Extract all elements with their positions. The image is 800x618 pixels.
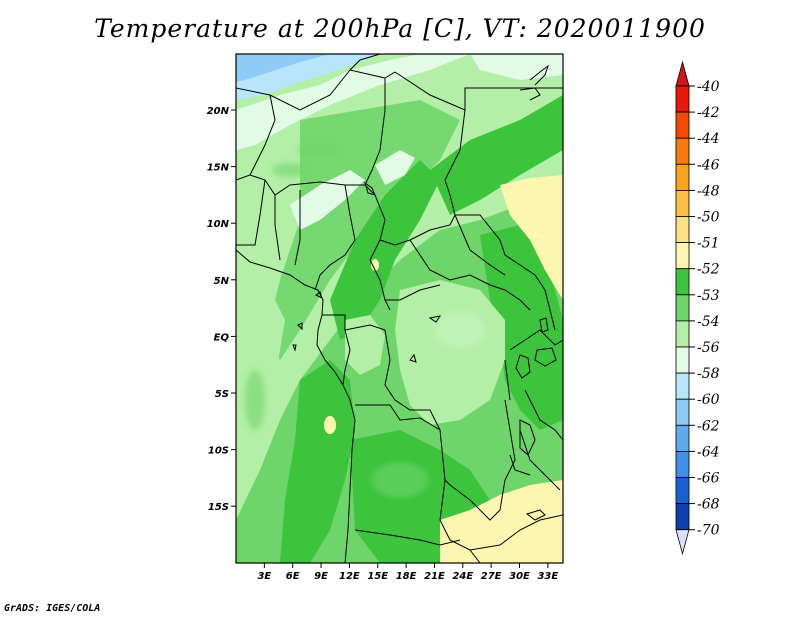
colorbar-segment	[675, 372, 690, 400]
lon-tick-label: 18E	[396, 571, 417, 582]
lat-tick-label: 15N	[207, 163, 230, 174]
lon-tick-label: 24E	[452, 571, 473, 582]
colorbar-segment	[675, 111, 690, 139]
country-boundaries	[236, 54, 563, 563]
colorbar-label: -50	[697, 210, 720, 226]
colorbar-segment	[675, 268, 690, 296]
colorbar-label: -40	[697, 79, 720, 95]
temperature-field	[236, 54, 563, 563]
lon-tick-label: 12E	[339, 571, 360, 582]
lat-tick-label: 5S	[215, 389, 229, 400]
colorbar-label: -54	[697, 314, 720, 330]
colorbar-label: -53	[697, 288, 720, 304]
longitude-axis: 3E 6E 9E 12E 15E 18E 21E 24E 27E 30E 33E	[257, 563, 558, 582]
colorbar-label: -46	[697, 157, 720, 173]
colorbar-segment	[675, 477, 690, 505]
colorbar-segment	[675, 294, 690, 322]
lat-tick-label: 20N	[207, 106, 230, 117]
lon-tick-label: 15E	[367, 571, 388, 582]
colorbar-label: -60	[697, 392, 720, 408]
lat-tick-label: 5N	[214, 276, 230, 287]
colorbar-label: -64	[697, 444, 720, 460]
colorbar-label: -62	[697, 418, 720, 434]
colorbar-segment	[675, 137, 690, 165]
colorbar-label: -68	[697, 497, 720, 513]
colorbar-segment	[675, 346, 690, 374]
colorbar-label: -56	[697, 340, 720, 356]
lat-tick-label: EQ	[214, 332, 230, 343]
lon-tick-label: 3E	[257, 571, 271, 582]
latitude-axis: 20N 15N 10N 5N EQ 5S 10S 15S	[207, 106, 236, 513]
colorbar-label: -48	[697, 183, 720, 199]
lon-tick-label: 21E	[424, 571, 445, 582]
colorbar-segment	[675, 189, 690, 217]
map-frame	[235, 53, 564, 564]
colorbar-label: -44	[697, 131, 720, 147]
colorbar-segment	[675, 320, 690, 348]
map-title: Temperature at 200hPa [C], VT: 202001190…	[94, 14, 706, 43]
colorbar-label: -51	[697, 236, 720, 252]
colorbar-bottom-arrow	[675, 529, 690, 556]
colorbar-label: -66	[697, 471, 720, 487]
colorbar-label: -58	[697, 366, 720, 382]
lon-tick-label: 6E	[286, 571, 300, 582]
lon-tick-label: 9E	[314, 571, 328, 582]
colorbar-top-arrow	[675, 60, 690, 87]
colorbar-segment	[675, 503, 690, 531]
colorbar-segment	[675, 163, 690, 191]
colorbar-label: -70	[697, 523, 720, 539]
colorbar-segment	[675, 450, 690, 478]
colorbar: -40 -42 -44 -46 -48 -50 -51 -52 -53 -54 -56 -58 -60 -…	[675, 60, 720, 556]
lat-tick-label: 15S	[208, 502, 229, 513]
lat-tick-label: 10N	[207, 219, 230, 230]
lon-tick-label: 33E	[537, 571, 558, 582]
lon-tick-label: 30E	[509, 571, 530, 582]
colorbar-segment	[675, 216, 690, 244]
grads-credit: GrADS: IGES/COLA	[4, 603, 101, 614]
colorbar-segment	[675, 242, 690, 270]
colorbar-label: -52	[697, 262, 720, 278]
colorbar-label: -42	[697, 105, 720, 121]
colorbar-segment	[675, 85, 690, 113]
lon-tick-label: 27E	[481, 571, 502, 582]
colorbar-segment	[675, 424, 690, 452]
colorbar-segment	[675, 398, 690, 426]
lat-tick-label: 10S	[208, 446, 229, 457]
